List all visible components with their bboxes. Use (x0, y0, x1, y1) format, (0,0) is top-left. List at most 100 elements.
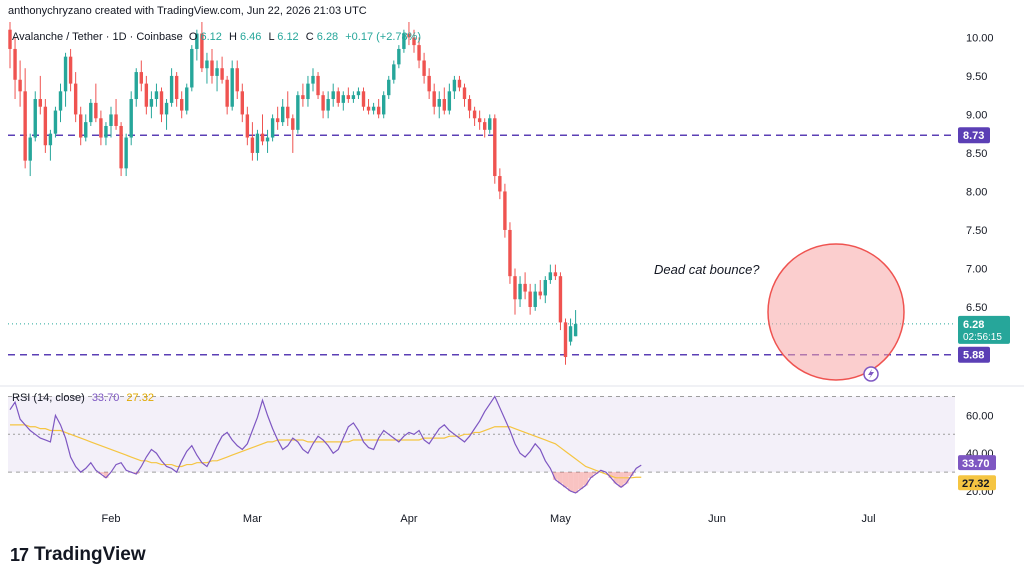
rsi-bands (8, 395, 955, 473)
candle-body (94, 102, 98, 119)
rsi-ma-legend-value: 27.32 (126, 392, 154, 404)
candle-body (260, 133, 265, 142)
legend-change: +0.17 (+2.78%) (345, 31, 421, 43)
time-tick-label: May (550, 513, 571, 525)
level-price-label: 5.88 (963, 350, 984, 362)
time-tick-label: Feb (102, 513, 121, 525)
candle-body (28, 137, 32, 161)
candle-body (376, 106, 381, 115)
candle-body (43, 106, 48, 146)
candle-body (548, 272, 553, 281)
candle-body (124, 137, 128, 169)
candle-body (472, 110, 477, 119)
candle-body (164, 102, 169, 115)
candle-body (195, 33, 199, 49)
candles (8, 22, 578, 365)
candle-body (210, 60, 214, 76)
time-axis: Feb Mar Apr May Jun Jul (102, 513, 876, 525)
candle-body (240, 91, 244, 115)
rsi-value-badge-label: 33.70 (962, 458, 990, 470)
candle-body (508, 229, 512, 277)
candle-body (306, 83, 310, 100)
time-tick-label: Jul (861, 513, 875, 525)
candle-body (63, 56, 68, 92)
svg-text:RSI (14, close) 33.70: RSI (14, close) 33.70 27.32 (12, 392, 154, 404)
candle-body (361, 91, 366, 107)
candle-body (533, 291, 537, 307)
level-price-badge (958, 127, 990, 144)
candle-body (99, 118, 103, 138)
candle-body (417, 45, 421, 61)
candle-body (250, 137, 255, 153)
rsi-band-fill (8, 396, 955, 473)
candle-body (281, 106, 285, 123)
candle-body (18, 79, 22, 92)
candle-body (144, 83, 149, 107)
candle-body (568, 326, 573, 342)
candle-body (109, 114, 113, 126)
time-tick-label: Apr (400, 513, 417, 525)
candle-body (493, 118, 497, 177)
rsi-oversold-fill (98, 472, 634, 493)
candle-body (488, 118, 492, 130)
symbol-title[interactable]: Avalanche / Tether · 1D · Coinbase (12, 31, 183, 43)
price-tick-label: 9.50 (966, 71, 987, 83)
candle-body (301, 95, 305, 100)
rsi-title[interactable]: RSI (14, close) (12, 392, 85, 404)
price-legend: Avalanche / Tether · 1D · Coinbase O 6.1… (12, 31, 421, 43)
candle-body (230, 68, 234, 107)
tradingview-logo-mark: 17 (10, 544, 29, 565)
candle-body (13, 48, 17, 80)
candle-body (422, 60, 426, 76)
candle-body (371, 106, 376, 111)
candle-body (447, 91, 452, 111)
candle-body (462, 87, 467, 100)
candle-body (437, 99, 441, 107)
candle-body (457, 79, 462, 88)
legend-l-label: L (268, 31, 274, 43)
candle-body (38, 99, 42, 107)
candle-body (174, 75, 179, 100)
candle-body (33, 99, 37, 138)
candle-body (235, 68, 239, 92)
candle-body (134, 72, 138, 100)
price-tick-label: 8.50 (966, 148, 987, 160)
bounce-circle (767, 243, 905, 381)
candle-body (427, 75, 431, 92)
candle-body (467, 99, 472, 111)
candle-body (558, 276, 563, 323)
rsi-ma-line (10, 424, 642, 479)
legend-c-value: 6.28 (317, 31, 338, 43)
candle-body (366, 106, 371, 111)
price-axis: 10.00 9.50 9.00 8.50 8.00 7.50 7.00 6.50 (966, 32, 994, 314)
candle-body (84, 122, 88, 138)
candle-body (498, 176, 502, 192)
candle-body (412, 37, 416, 46)
candle-body (270, 118, 275, 138)
rsi-value-badge (958, 455, 996, 471)
time-tick-label: Jun (708, 513, 726, 525)
level-price-badge (958, 346, 990, 363)
candle-body (275, 118, 280, 123)
price-tick-label: 7.50 (966, 225, 987, 237)
tradingview-logo[interactable]: 17 TradingView (10, 544, 146, 566)
candle-body (23, 91, 27, 161)
candle-body (114, 114, 118, 126)
legend-o-value: 6.12 (201, 31, 222, 43)
legend-h-value: 6.46 (240, 31, 261, 43)
price-tick-label: 9.00 (966, 109, 987, 121)
candle-body (316, 75, 320, 96)
candle-body (553, 272, 558, 277)
candle-body (452, 79, 457, 92)
annotation-text: Dead cat bounce? (654, 262, 760, 277)
candle-body (265, 137, 270, 142)
candle-body (477, 118, 482, 123)
candle-body (286, 106, 290, 119)
lightning-icon (868, 369, 874, 379)
candle-body (8, 29, 12, 49)
candle-body (104, 125, 108, 138)
candle-body (73, 83, 78, 115)
chart-attribution: anthonychryzano created with TradingView… (8, 5, 367, 17)
candle-body (321, 95, 325, 111)
